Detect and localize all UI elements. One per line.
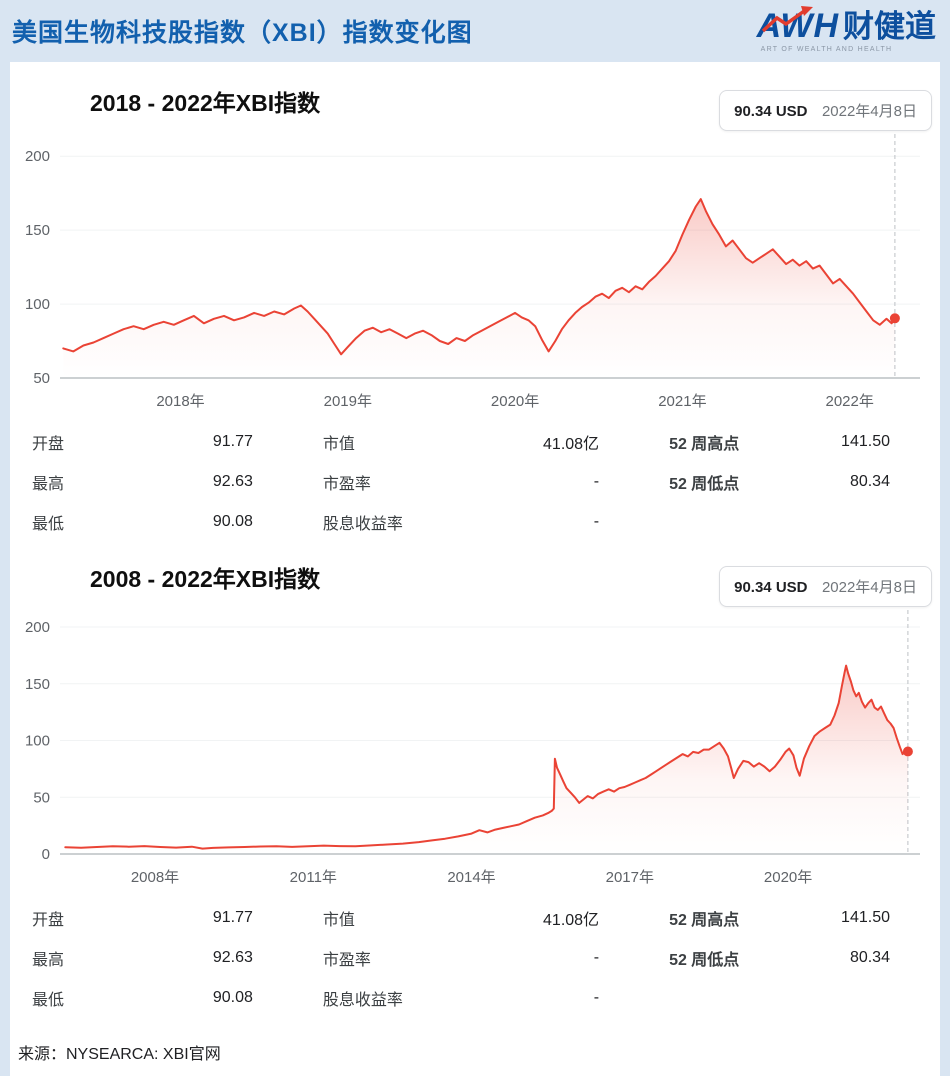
- y-axis-tick-label: 150: [25, 676, 50, 693]
- stat-high: 最高 92.63: [32, 949, 253, 969]
- price-tooltip-badge: 90.34 USD 2022年4月8日: [719, 566, 932, 607]
- stat-empty: [669, 502, 890, 542]
- x-axis-tick-label: 2014年: [447, 869, 495, 886]
- stat-dividend-yield: 股息收益率 -: [322, 989, 600, 1009]
- x-axis-tick-label: 2022年: [826, 393, 874, 410]
- stat-low: 最低 90.08: [32, 513, 253, 533]
- y-axis-tick-label: 100: [25, 296, 50, 313]
- chart-section-2008-2022: 2008 - 2022年XBI指数 90.34 USD 2022年4月8日 0 5…: [10, 548, 940, 1024]
- x-axis-tick-label: 2018年: [156, 393, 204, 410]
- x-axis-tick-label: 2020年: [491, 393, 539, 410]
- source-attribution: 来源：NYSEARCA: XBI官网: [18, 1046, 221, 1063]
- page-header: 美国生物科技股指数（XBI）指数变化图 AWH 财健道 ART OF WEALTH…: [0, 0, 950, 62]
- area-fill: [65, 665, 908, 854]
- stat-market-cap: 市值 41.08亿: [322, 436, 600, 453]
- chart-title-2008-2022: 2008 - 2022年XBI指数: [90, 566, 321, 592]
- stat-52w-low: 52 周低点 80.34: [669, 473, 890, 493]
- last-price-date: 2022年4月8日: [821, 103, 917, 120]
- stat-market-cap: 市值 41.08亿: [322, 912, 600, 929]
- stat-high: 最高 92.63: [32, 473, 253, 493]
- awh-logo-cn: 财健道: [843, 9, 936, 44]
- stats-table-2018-2022: 开盘 91.77 市值 41.08亿 52 周高点 141.50 最高 92.63 市盈…: [10, 412, 940, 548]
- stat-52w-low: 52 周低点 80.34: [669, 949, 890, 969]
- content-panel: 2018 - 2022年XBI指数 90.34 USD 2022年4月8日 50…: [10, 62, 940, 1076]
- page-title: 美国生物科技股指数（XBI）指数变化图: [12, 19, 473, 47]
- stat-pe-ratio: 市盈率 -: [322, 473, 600, 493]
- x-axis-tick-label: 2021年: [658, 393, 706, 410]
- y-axis-tick-label: 200: [25, 619, 50, 636]
- price-tooltip-badge: 90.34 USD 2022年4月8日: [719, 90, 932, 131]
- chart-svg: 0 50 100 150 200 2008年 2011年 2014年 2017年 2020年: [25, 610, 920, 886]
- stat-empty: [669, 978, 890, 1018]
- stat-52w-high: 52 周高点 141.50: [669, 433, 890, 453]
- awh-logo-text: AWH 财健道: [756, 6, 936, 45]
- y-axis-tick-label: 150: [25, 222, 50, 239]
- last-price-label: 90.34 USD: [734, 103, 808, 120]
- x-axis-tick-label: 2017年: [606, 869, 654, 886]
- x-axis-tick-label: 2011年: [290, 869, 337, 886]
- stats-table-2008-2022: 开盘 91.77 市值 41.08亿 52 周高点 141.50 最高 92.63 市盈…: [10, 888, 940, 1024]
- y-axis-tick-label: 50: [33, 370, 50, 387]
- price-line: [62, 198, 896, 356]
- stat-open: 开盘 91.77: [32, 909, 253, 929]
- area-fill: [63, 199, 895, 378]
- x-axis-tick-label: 2020年: [764, 869, 812, 886]
- stat-52w-high: 52 周高点 141.50: [669, 909, 890, 929]
- awh-logo-en: AWH: [756, 7, 839, 45]
- last-price-date: 2022年4月8日: [821, 579, 917, 596]
- stat-pe-ratio: 市盈率 -: [322, 949, 600, 969]
- y-axis-tick-label: 0: [42, 846, 50, 863]
- stat-open: 开盘 91.77: [32, 433, 253, 453]
- y-axis-tick-label: 200: [25, 148, 50, 165]
- awh-logo: AWH 财健道 ART OF WEALTH AND HEALTH: [756, 6, 936, 53]
- stat-dividend-yield: 股息收益率 -: [322, 513, 600, 533]
- last-price-dot: [889, 313, 900, 324]
- chart-title-2018-2022: 2018 - 2022年XBI指数: [90, 90, 321, 116]
- xbi-chart-2018-2022: 50 100 150 200 2018年 2019年 2020年 2021年 2022年: [10, 122, 940, 412]
- last-price-dot: [902, 746, 913, 757]
- chart-svg: 50 100 150 200 2018年 2019年 2020年 2021年 2022年: [25, 134, 920, 410]
- chart-section-2018-2022: 2018 - 2022年XBI指数 90.34 USD 2022年4月8日 50…: [10, 72, 940, 548]
- y-axis-tick-label: 50: [33, 789, 50, 806]
- awh-logo-tagline: ART OF WEALTH AND HEALTH: [760, 46, 893, 53]
- x-axis-tick-label: 2008年: [131, 869, 179, 886]
- y-axis-tick-label: 100: [25, 733, 50, 750]
- price-line: [64, 664, 909, 850]
- stat-low: 最低 90.08: [32, 989, 253, 1009]
- last-price-label: 90.34 USD: [734, 579, 808, 596]
- x-axis-tick-label: 2019年: [324, 393, 372, 410]
- xbi-chart-2008-2022: 0 50 100 150 200 2008年 2011年 2014年 2017年 2020年: [10, 598, 940, 888]
